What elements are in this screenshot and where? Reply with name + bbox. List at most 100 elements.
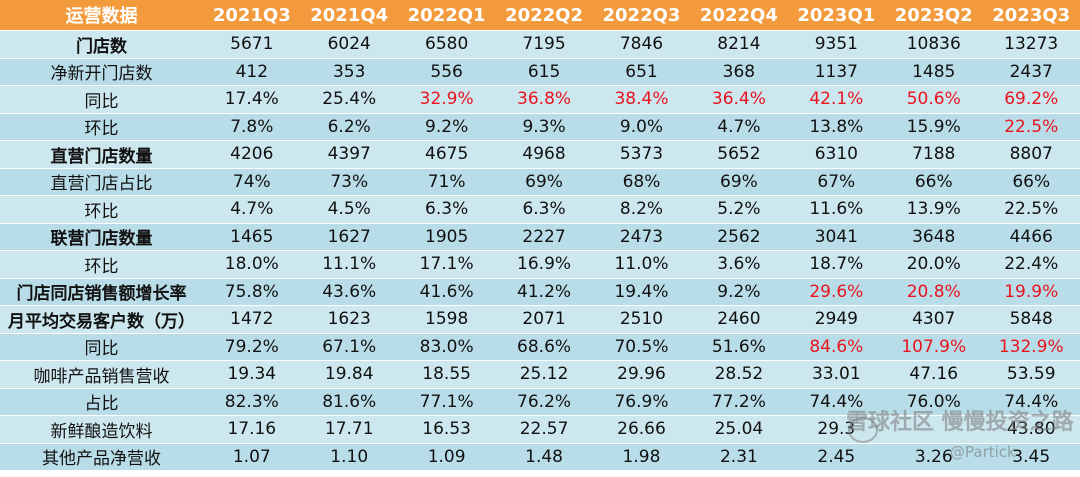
table-cell: 615 <box>495 58 593 86</box>
table-cell: 10836 <box>885 30 983 59</box>
table-cell: 1.48 <box>495 443 593 471</box>
table-cell: 4307 <box>885 305 983 334</box>
table-cell: 42.1% <box>787 85 886 114</box>
table-cell: 18.0% <box>203 250 301 279</box>
table-cell: 47.16 <box>885 360 983 389</box>
table-cell: 2071 <box>495 305 593 334</box>
table-cell: 9.2% <box>690 278 788 306</box>
table-cell: 22.4% <box>982 250 1080 279</box>
table-cell: 19.9% <box>982 278 1080 306</box>
header-period: 2023Q1 <box>787 0 886 31</box>
row-label: 同比 <box>0 85 204 114</box>
table-row: 门店数 5671 6024 6580 7195 7846 8214 9351 10836 1327… <box>0 30 1080 59</box>
table-cell: 6.3% <box>495 195 593 224</box>
table-cell: 412 <box>203 58 301 86</box>
table-cell: 1.07 <box>203 443 301 471</box>
table-cell: 77.2% <box>690 388 788 416</box>
table-cell: 77.1% <box>397 388 496 416</box>
table-row: 同比 17.4% 25.4% 32.9% 36.8% 38.4% 36.4% 42.1% 50.… <box>0 85 1080 114</box>
header-period: 2022Q3 <box>592 0 691 31</box>
table-cell: 75.8% <box>203 278 301 306</box>
table-cell: 1472 <box>203 305 301 334</box>
table-cell: 41.6% <box>397 278 496 306</box>
table-cell: 50.6% <box>885 85 983 114</box>
table-cell: 6580 <box>397 30 496 59</box>
table-cell: 66% <box>982 168 1080 196</box>
table-cell: 13.8% <box>787 113 886 141</box>
row-label: 环比 <box>0 113 204 141</box>
table-row: 占比 82.3% 81.6% 77.1% 76.2% 76.9% 77.2% 74.4% 76.… <box>0 388 1080 416</box>
table-cell: 1905 <box>397 223 496 251</box>
table-cell: 36.4% <box>690 85 788 114</box>
table-cell: 13.9% <box>885 195 983 224</box>
table-cell: 74.4% <box>787 388 886 416</box>
table-cell: 1627 <box>300 223 398 251</box>
table-cell: 68% <box>592 168 691 196</box>
table-cell: 2437 <box>982 58 1080 86</box>
header-label: 运营数据 <box>0 0 204 31</box>
table-cell: 2.45 <box>787 443 886 471</box>
row-label: 环比 <box>0 250 204 279</box>
table-cell: 43.80 <box>982 415 1080 444</box>
table-cell: 76.2% <box>495 388 593 416</box>
table-cell: 368 <box>690 58 788 86</box>
table-cell: 82.3% <box>203 388 301 416</box>
table-cell: 84.6% <box>787 333 886 361</box>
row-label: 占比 <box>0 388 204 416</box>
table-cell: 16.9% <box>495 250 593 279</box>
table-cell: 1623 <box>300 305 398 334</box>
table-cell: 9351 <box>787 30 886 59</box>
row-label: 联营门店数量 <box>0 223 204 251</box>
table-cell: 17.1% <box>397 250 496 279</box>
table-cell: 107.9% <box>885 333 983 361</box>
table-cell: 41.2% <box>495 278 593 306</box>
table-cell: 76.9% <box>592 388 691 416</box>
table-cell: 6.3% <box>397 195 496 224</box>
table-cell: 20.0% <box>885 250 983 279</box>
table-cell: 1137 <box>787 58 886 86</box>
table-cell: 2562 <box>690 223 788 251</box>
table-cell: 651 <box>592 58 691 86</box>
table-cell: 1.09 <box>397 443 496 471</box>
table-row: 环比 18.0% 11.1% 17.1% 16.9% 11.0% 3.6% 18.7% 20.0… <box>0 250 1080 279</box>
table-cell: 70.5% <box>592 333 691 361</box>
header-period: 2023Q3 <box>982 0 1080 31</box>
table-cell: 4675 <box>397 140 496 169</box>
table-cell: 32.9% <box>397 85 496 114</box>
table-row: 新鲜酿造饮料 17.16 17.71 16.53 22.57 26.66 25.04 29.3… <box>0 415 1080 444</box>
table-cell: 19.84 <box>300 360 398 389</box>
table-cell: 29.96 <box>592 360 691 389</box>
table-cell: 4397 <box>300 140 398 169</box>
table-cell: 1.10 <box>300 443 398 471</box>
table-cell: 74.4% <box>982 388 1080 416</box>
table-cell: 1.98 <box>592 443 691 471</box>
row-label: 净新开门店数 <box>0 58 204 86</box>
table-cell: 8807 <box>982 140 1080 169</box>
table-cell: 33.01 <box>787 360 886 389</box>
row-label: 咖啡产品销售营收 <box>0 360 204 389</box>
table-cell: 76.0% <box>885 388 983 416</box>
table-cell: 2949 <box>787 305 886 334</box>
table-cell: 353 <box>300 58 398 86</box>
table-cell: 16.53 <box>397 415 496 444</box>
table-cell: 69% <box>690 168 788 196</box>
table-cell: 4968 <box>495 140 593 169</box>
table-cell: 25.4% <box>300 85 398 114</box>
table-cell: 71% <box>397 168 496 196</box>
row-label: 直营门店占比 <box>0 168 204 196</box>
table-cell: 5.2% <box>690 195 788 224</box>
table-cell: 3.45 <box>982 443 1080 471</box>
table-cell: 4206 <box>203 140 301 169</box>
table-cell: 5848 <box>982 305 1080 334</box>
table-cell: 22.5% <box>982 195 1080 224</box>
table-cell: 2.31 <box>690 443 788 471</box>
table-cell: 556 <box>397 58 496 86</box>
table-row: 同比 79.2% 67.1% 83.0% 68.6% 70.5% 51.6% 84.6% 107… <box>0 333 1080 361</box>
table-cell: 17.16 <box>203 415 301 444</box>
table-cell: 11.1% <box>300 250 398 279</box>
table-row: 环比 7.8% 6.2% 9.2% 9.3% 9.0% 4.7% 13.8% 15.9% 22.5… <box>0 113 1080 141</box>
table-cell: 8.2% <box>592 195 691 224</box>
table-cell: 26.66 <box>592 415 691 444</box>
row-label: 门店数 <box>0 30 204 59</box>
header-period: 2021Q4 <box>300 0 398 31</box>
